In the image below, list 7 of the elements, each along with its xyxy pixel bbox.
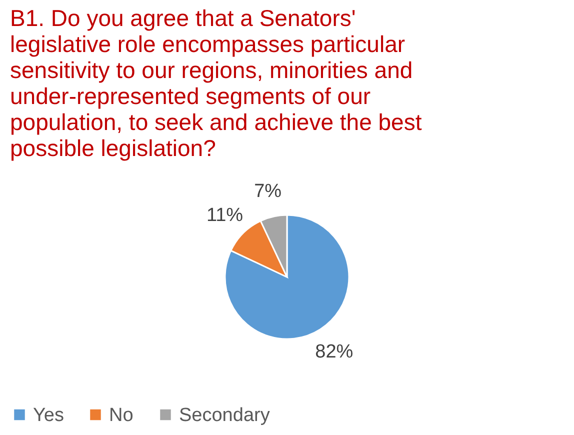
data-label: 11%: [206, 204, 244, 226]
legend-label: Yes: [33, 404, 64, 426]
legend-label: Secondary: [179, 404, 270, 426]
data-label: 7%: [254, 181, 282, 202]
chart-title: B1. Do you agree that a Senators' legislative role encompasses particular sensitivity to our regions, minorities and under-represented segments of our population, to seek and achieve the best possible legislation?: [10, 5, 422, 161]
legend-label: No: [109, 404, 134, 426]
data-label: 82%: [315, 341, 354, 362]
